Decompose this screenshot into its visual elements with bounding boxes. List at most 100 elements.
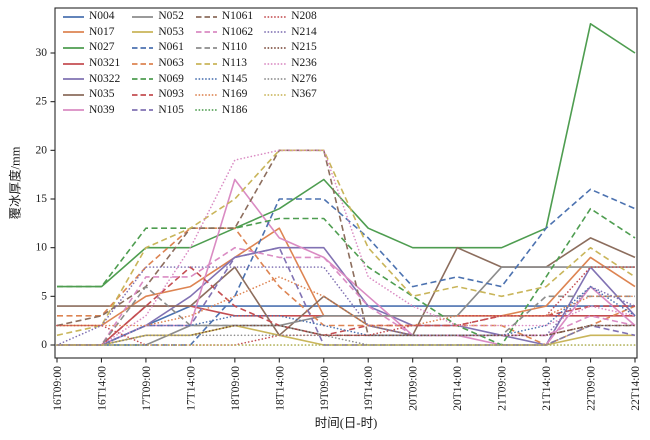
x-tick-label: 17T09:00 (141, 366, 153, 411)
legend-line-sample (264, 31, 288, 34)
x-axis-label: 时间(日-时) (314, 416, 378, 430)
x-tick-label: 19T14:00 (363, 366, 375, 411)
x-tick-label: 16T09:00 (52, 366, 64, 411)
series-line-N035 (57, 237, 636, 337)
legend-line-sample (63, 78, 84, 81)
legend-label: N039 (89, 103, 115, 116)
series-line-N1062 (57, 246, 636, 346)
legend-line-sample (132, 47, 154, 49)
legend-label: N110 (221, 41, 248, 54)
legend-line-sample (63, 47, 84, 49)
x-tick-label: 22T14:00 (630, 366, 642, 411)
legend-label: N0322 (89, 72, 121, 85)
series-line-N236 (56, 149, 636, 346)
legend-label: N052 (158, 10, 184, 23)
x-tick-label: 20T14:00 (452, 366, 464, 411)
legend-label: N0321 (89, 57, 121, 70)
legend-line-sample (132, 31, 154, 34)
legend-label: N017 (89, 25, 115, 38)
series-line-N105 (57, 246, 636, 346)
legend-item-N186: N186 (194, 103, 253, 118)
series-line-N113 (56, 149, 636, 337)
legend-item-N1061: N1061 (195, 9, 253, 24)
legend-line-sample (194, 78, 218, 81)
series-line-N145 (56, 285, 636, 346)
legend-item-N027: N027 (62, 40, 120, 55)
legend-label: N169 (221, 88, 248, 101)
legend-line-sample (132, 62, 154, 65)
series-line-N276 (56, 324, 636, 346)
legend-item-N061: N061 (131, 40, 184, 55)
legend-item-N145: N145 (194, 72, 253, 87)
legend-item-N113: N113 (195, 56, 253, 71)
legend-line-sample (132, 15, 154, 18)
legend-line-sample (63, 15, 84, 18)
x-tick-label: 16T14:00 (96, 366, 108, 411)
x-tick-label: 19T09:00 (319, 366, 331, 411)
legend-label: N1061 (221, 10, 254, 23)
legend-line-sample (132, 78, 154, 81)
series-line-N004 (57, 305, 635, 346)
legend-line-sample (194, 93, 218, 96)
series-line-N052 (57, 266, 635, 346)
legend-item-N069: N069 (131, 72, 184, 87)
legend-line-sample (264, 15, 288, 18)
legend-label: N053 (158, 25, 184, 38)
y-tick-label: 5 (41, 290, 47, 302)
legend-line-sample (63, 93, 84, 96)
legend-line-sample (132, 93, 154, 96)
legend-line-sample (264, 62, 288, 65)
legend-item-N367: N367 (264, 87, 317, 102)
legend-label: N236 (291, 57, 317, 70)
legend-line-sample (63, 109, 84, 112)
legend-label: N093 (158, 88, 184, 101)
plot-frame (54, 7, 638, 359)
series-line-N063 (57, 227, 636, 346)
series-line-N208 (56, 266, 636, 346)
x-tick-label: 18T09:00 (230, 366, 242, 411)
legend-item-N052: N052 (131, 9, 184, 24)
legend-item-N053: N053 (131, 25, 184, 40)
legend-item-N208: N208 (264, 9, 317, 24)
y-axis-label: 覆冰厚度/mm (8, 146, 23, 220)
legend-label: N214 (291, 25, 317, 38)
legend-label: N035 (89, 88, 115, 101)
legend-label: N063 (158, 57, 184, 70)
series-line-N0321 (57, 305, 635, 346)
legend-item-N215: N215 (264, 40, 317, 55)
legend-item-N105: N105 (131, 103, 184, 118)
legend-label: N027 (89, 41, 115, 54)
legend-label: N208 (291, 10, 317, 23)
series-line-N027 (57, 22, 636, 288)
legend-label: N113 (221, 57, 248, 70)
series-line-N061 (57, 188, 636, 346)
x-tick-label: 22T09:00 (586, 366, 598, 411)
legend-line-sample (195, 62, 217, 65)
legend-item-N214: N214 (264, 25, 317, 40)
legend-item-N0322: N0322 (62, 72, 120, 87)
legend-line-sample (264, 47, 288, 49)
legend-label: N061 (158, 41, 184, 54)
x-tick-label: 18T14:00 (274, 366, 286, 411)
legend-label: N186 (221, 103, 248, 116)
legend-label: N145 (221, 72, 248, 85)
y-tick-label: 15 (36, 193, 48, 205)
legend-label: N004 (89, 10, 115, 23)
legend-item-N169: N169 (194, 87, 253, 102)
legend-line-sample (132, 109, 154, 112)
legend-item-N110: N110 (195, 40, 253, 55)
legend-label: N215 (291, 41, 317, 54)
series-line-N214 (56, 266, 636, 346)
x-tick-label: 21T14:00 (541, 366, 553, 411)
legend-line-sample (195, 47, 217, 49)
legend-item-N0321: N0321 (62, 56, 120, 71)
y-tick-label: 25 (36, 96, 48, 108)
x-tick-label: 21T09:00 (497, 366, 509, 411)
legend-line-sample (195, 15, 217, 18)
legend-label: N069 (158, 72, 184, 85)
legend-label: N276 (291, 72, 317, 85)
legend-label: N367 (291, 88, 317, 101)
legend-line-sample (63, 62, 84, 65)
legend-item-N093: N093 (131, 87, 184, 102)
